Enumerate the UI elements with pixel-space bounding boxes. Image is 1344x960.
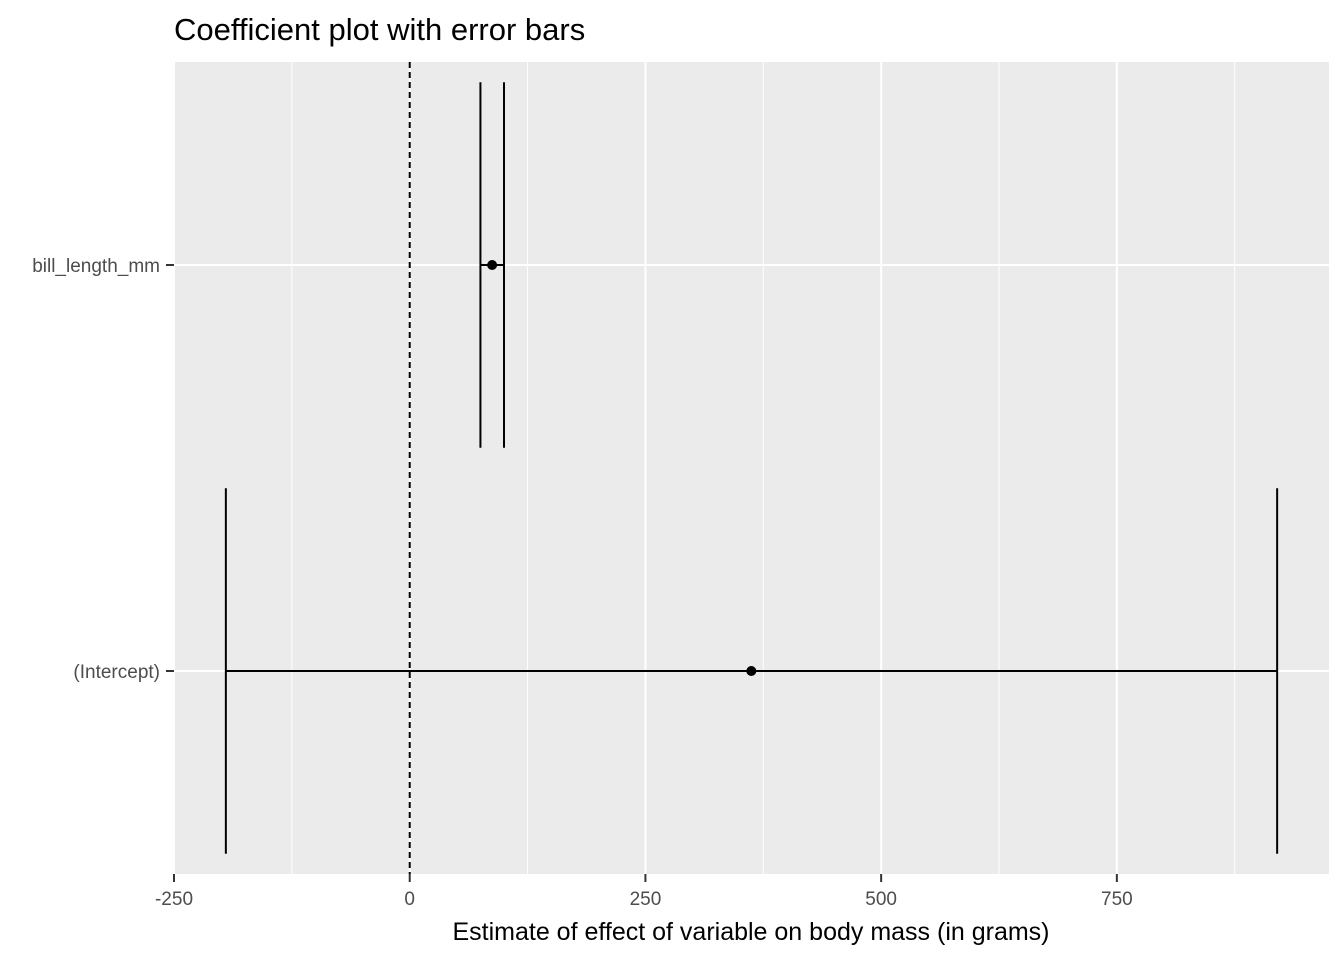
x-tick-label: -250 bbox=[155, 889, 193, 910]
estimate-point bbox=[746, 666, 757, 676]
x-tick-label: 250 bbox=[630, 889, 662, 910]
x-axis-title: Estimate of effect of variable on body m… bbox=[452, 918, 1049, 946]
estimate-point bbox=[487, 260, 498, 270]
error-bars-group bbox=[224, 82, 1279, 854]
chart-title: Coefficient plot with error bars bbox=[174, 12, 585, 47]
plot-panel bbox=[174, 62, 1329, 874]
x-tick-label: 750 bbox=[1101, 889, 1133, 910]
y-axis: bill_length_mm (Intercept) bbox=[32, 256, 174, 683]
x-tick-label: 500 bbox=[865, 889, 897, 910]
x-axis: -250 0 250 500 750 bbox=[155, 874, 1133, 910]
y-tick-label: bill_length_mm bbox=[32, 256, 160, 277]
x-tick-label: 0 bbox=[404, 889, 415, 910]
y-tick-label: (Intercept) bbox=[73, 662, 160, 683]
